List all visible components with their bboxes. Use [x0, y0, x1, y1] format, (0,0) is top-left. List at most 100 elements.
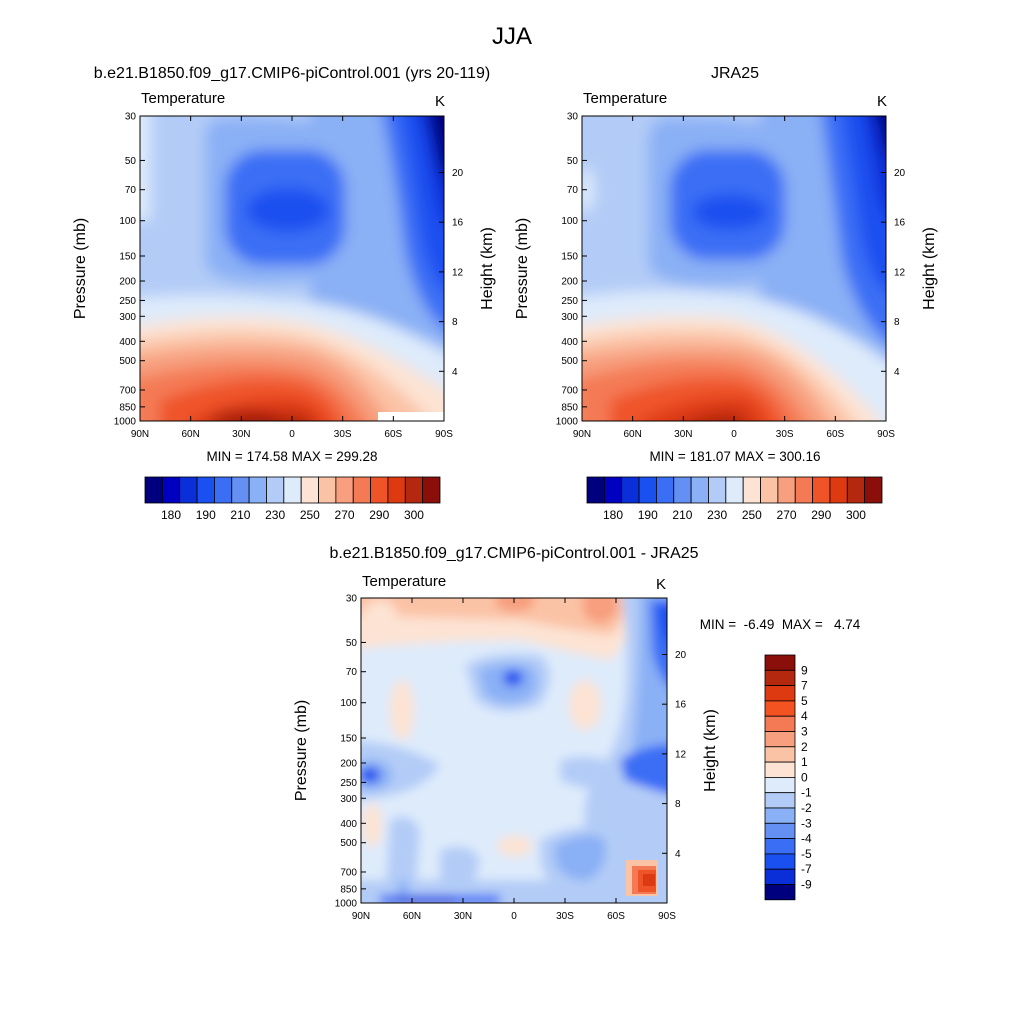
chart-0-y-tick-label: 50 — [125, 156, 137, 167]
colorbar-0-swatch — [318, 476, 337, 504]
colorbar-0-swatch — [404, 476, 424, 504]
panel-reanalysis-left-label: Temperature — [583, 90, 667, 107]
colorbar-2-label: -5 — [801, 847, 812, 861]
colorbar-2-swatch — [764, 853, 796, 870]
panel-model-stats: MIN = 174.58 MAX = 299.28 — [206, 449, 377, 464]
chart-1-x-tick-label: 30S — [776, 429, 794, 440]
panel-reanalysis: JRA25 Temperature K — [514, 65, 938, 522]
colorbar-0-swatch — [248, 476, 267, 504]
panel-difference-stats: MIN = -6.49 MAX = 4.74 — [700, 617, 861, 632]
colorbar-1-swatch — [760, 476, 779, 504]
chart-1-x-tick-label: 60N — [623, 429, 641, 440]
colorbar-0-swatch — [300, 476, 319, 504]
colorbar-0-label: 300 — [404, 508, 424, 522]
colorbar-1-swatch — [742, 476, 761, 504]
chart-0-y-tick-label: 300 — [119, 312, 136, 323]
chart-1-y2-tick-label: 20 — [894, 168, 906, 179]
chart-2-y2-tick-label: 20 — [675, 650, 687, 661]
colorbar-0-swatch — [422, 476, 441, 504]
colorbar-1-label: 210 — [672, 508, 692, 522]
colorbar-2-label: 0 — [801, 770, 808, 784]
colorbar-1-swatch — [829, 476, 848, 504]
chart-2-x-tick-label: 90N — [352, 911, 370, 922]
panel-model-axes: 90N 60N 30N 0 30S 60S 90S 30 50 70 100 150 200 250 300… — [72, 112, 496, 441]
chart-0-y-tick-label: 150 — [119, 251, 136, 262]
chart-1-x-tick-label: 90S — [877, 429, 895, 440]
chart-1-y-tick-label: 700 — [561, 385, 578, 396]
chart-2-y-tick-label: 100 — [340, 698, 357, 709]
chart-0-y-axis-title: Pressure (mb) — [72, 218, 89, 319]
chart-1-y-tick-label: 400 — [561, 337, 578, 348]
colorbar-2-swatch — [764, 868, 796, 885]
chart-2-y-tick-label: 70 — [346, 667, 358, 678]
colorbar-1-swatch — [638, 476, 657, 504]
colorbar-1-swatch — [586, 476, 605, 504]
chart-0-y2-tick-label: 16 — [452, 218, 464, 229]
chart-1-y-tick-label: 50 — [567, 156, 579, 167]
colorbar-2-swatch — [764, 822, 796, 839]
colorbar-2-label: -1 — [801, 786, 812, 800]
chart-2-y-tick-label: 700 — [340, 867, 357, 878]
panel-reanalysis-stats: MIN = 181.07 MAX = 300.16 — [649, 449, 820, 464]
colorbar-0-label: 180 — [161, 508, 181, 522]
chart-1-y-tick-label: 1000 — [556, 417, 579, 428]
chart-0-y-tick-label: 200 — [119, 277, 136, 288]
chart-1-x-tick-label: 0 — [731, 429, 737, 440]
chart-0-x-tick-label: 30N — [232, 429, 250, 440]
colorbar-1-swatch — [708, 476, 727, 504]
colorbar-2-swatch — [764, 700, 796, 717]
page-title: JJA — [492, 23, 532, 50]
chart-1-y-tick-label: 100 — [561, 216, 578, 227]
colorbar-2-swatch — [764, 884, 796, 901]
colorbar-1-label: 300 — [846, 508, 866, 522]
chart-1-y-tick-label: 70 — [567, 185, 579, 196]
chart-1-y-tick-label: 250 — [561, 296, 578, 307]
colorbar-2-swatch — [764, 715, 796, 732]
colorbar-2-swatch — [764, 654, 796, 671]
chart-2-y-tick-label: 200 — [340, 759, 357, 770]
chart-1-y-axis-title: Pressure (mb) — [514, 218, 531, 319]
chart-2-y-tick-label: 30 — [346, 594, 358, 605]
colorbar-1-label: 270 — [777, 508, 797, 522]
chart-1-x-tick-label: 90N — [573, 429, 591, 440]
colorbar-2-label: 3 — [801, 725, 808, 739]
panel-reanalysis-units: K — [877, 93, 887, 110]
chart-0-x-tick-label: 90S — [435, 429, 453, 440]
chart-2-x-tick-label: 30N — [454, 911, 472, 922]
colorbar-2-swatch — [764, 838, 796, 855]
colorbar-1-swatch — [777, 476, 796, 504]
chart-1-x-tick-label: 60S — [826, 429, 844, 440]
panel-reanalysis-colorbar: 180 190 210 230 250 270 290 300 — [586, 476, 883, 522]
colorbar-1-swatch — [690, 476, 709, 504]
chart-0-x-tick-label: 60N — [181, 429, 199, 440]
colorbar-2-swatch — [764, 792, 796, 809]
colorbar-2-label: -2 — [801, 801, 812, 815]
colorbar-1-label: 190 — [638, 508, 658, 522]
chart-2-x-tick-label: 60S — [607, 911, 625, 922]
colorbar-2-swatch — [764, 731, 796, 748]
colorbar-0-swatch — [179, 476, 198, 504]
chart-0-y2-tick-label: 20 — [452, 168, 464, 179]
chart-2-y-tick-label: 250 — [340, 778, 357, 789]
chart-2-y2-tick-label: 8 — [675, 799, 681, 810]
chart-0-y-tick-label: 70 — [125, 185, 137, 196]
chart-1-y2-tick-label: 8 — [894, 317, 900, 328]
colorbar-2-label: 5 — [801, 694, 808, 708]
panel-reanalysis-contour-field — [582, 116, 886, 421]
chart-1-y-tick-label: 850 — [561, 402, 578, 413]
colorbar-1-swatch — [725, 476, 744, 504]
colorbar-2-label: 1 — [801, 755, 808, 769]
colorbar-1-swatch — [846, 476, 866, 504]
colorbar-0-swatch — [161, 476, 181, 504]
colorbar-0-swatch — [370, 476, 389, 504]
chart-2-y-tick-label: 300 — [340, 794, 357, 805]
chart-2-x-tick-label: 0 — [511, 911, 517, 922]
panel-reanalysis-axes: 90N 60N 30N 0 30S 60S 90S 30 50 70 100 150 200 250 300… — [514, 112, 938, 441]
colorbar-0-label: 290 — [369, 508, 389, 522]
chart-0-x-tick-label: 30S — [334, 429, 352, 440]
chart-2-y-tick-label: 500 — [340, 838, 357, 849]
chart-2-y2-tick-label: 16 — [675, 700, 687, 711]
chart-1-y2-axis-title: Height (km) — [921, 227, 938, 310]
chart-1-x-tick-label: 30N — [674, 429, 692, 440]
colorbar-0-swatch — [144, 476, 163, 504]
